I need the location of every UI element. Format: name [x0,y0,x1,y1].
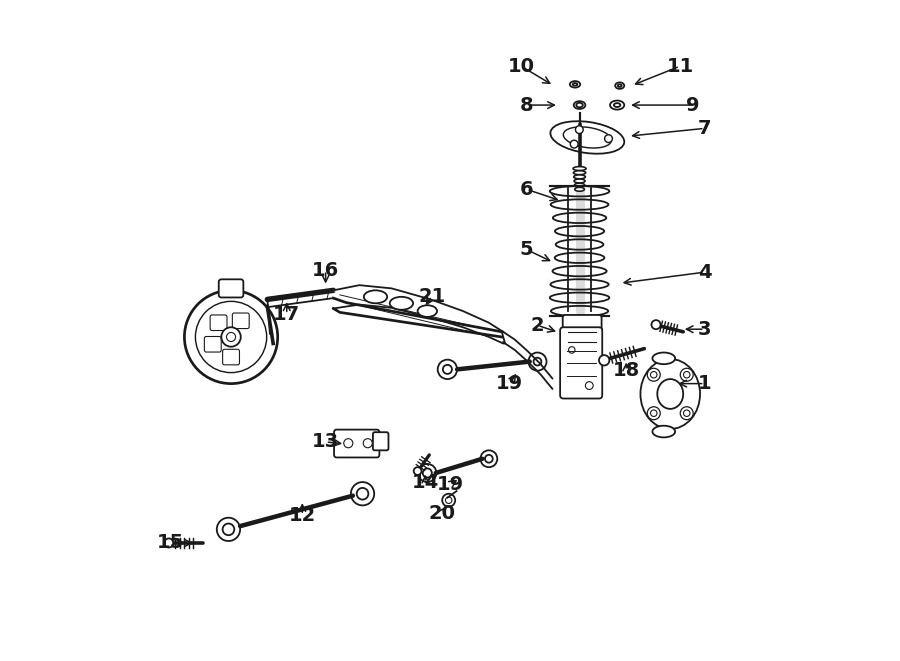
Text: 15: 15 [157,533,184,553]
Ellipse shape [652,352,675,364]
Text: 4: 4 [698,262,711,282]
Ellipse shape [574,179,585,183]
Circle shape [364,439,373,447]
Text: 8: 8 [519,96,534,114]
Circle shape [221,327,241,346]
Circle shape [605,135,612,143]
Text: 19: 19 [436,475,464,494]
Text: 7: 7 [698,119,711,138]
Ellipse shape [641,359,700,429]
Circle shape [414,467,421,475]
Ellipse shape [575,187,584,191]
Ellipse shape [614,103,620,107]
Text: 5: 5 [519,240,534,259]
FancyBboxPatch shape [562,315,601,359]
Text: 14: 14 [412,473,439,492]
FancyBboxPatch shape [232,313,249,329]
Text: 9: 9 [686,96,699,114]
Circle shape [165,539,174,547]
Circle shape [652,320,661,329]
Ellipse shape [652,426,675,438]
Circle shape [442,494,455,507]
FancyBboxPatch shape [210,315,227,330]
Text: 1: 1 [698,374,711,393]
Text: 19: 19 [496,374,523,393]
Text: 20: 20 [428,504,455,523]
Text: 3: 3 [698,320,711,338]
Polygon shape [333,285,503,344]
Text: 17: 17 [274,305,301,324]
Text: 12: 12 [289,506,316,525]
Text: 11: 11 [666,57,694,76]
FancyBboxPatch shape [373,432,389,450]
Ellipse shape [572,83,577,86]
Ellipse shape [570,81,580,87]
FancyBboxPatch shape [334,430,380,457]
Circle shape [680,368,693,381]
Ellipse shape [616,83,625,89]
Ellipse shape [576,103,583,107]
Circle shape [647,407,661,420]
Ellipse shape [573,171,586,175]
Ellipse shape [551,121,625,154]
FancyBboxPatch shape [204,336,221,352]
Ellipse shape [610,100,625,110]
Circle shape [344,439,353,447]
Ellipse shape [617,85,622,87]
Ellipse shape [573,101,585,109]
Text: 2: 2 [531,316,544,335]
FancyBboxPatch shape [560,327,602,399]
FancyBboxPatch shape [219,280,243,297]
FancyBboxPatch shape [222,349,239,365]
Ellipse shape [573,167,586,171]
Text: 6: 6 [519,180,534,199]
Ellipse shape [574,183,585,187]
Circle shape [585,381,593,389]
Circle shape [575,126,583,134]
Text: 10: 10 [508,57,535,76]
Text: 13: 13 [312,432,339,451]
Circle shape [599,355,609,366]
Ellipse shape [573,175,585,178]
Ellipse shape [364,290,387,303]
Circle shape [184,290,278,383]
Text: 18: 18 [613,361,640,380]
Ellipse shape [390,297,413,310]
Text: 16: 16 [312,260,339,280]
Circle shape [680,407,693,420]
Ellipse shape [418,305,437,317]
Circle shape [571,140,578,148]
Circle shape [647,368,661,381]
Text: 21: 21 [418,287,446,305]
